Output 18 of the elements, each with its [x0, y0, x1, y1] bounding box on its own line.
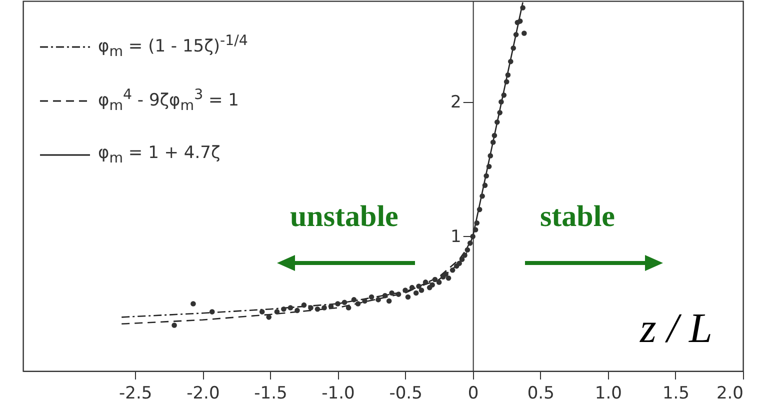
legend-label: φ$_{m}$$^{4}$ - 9ζφ$_{m}$$^{3}$ = 1: [98, 87, 239, 115]
x-tick-label: -2.0: [186, 384, 220, 404]
x-tick-label: 0: [468, 384, 479, 404]
legend-label: φ$_{m}$ = (1 - 15ζ)$^{-1/4}$: [98, 33, 248, 61]
x-tick-label: -0.5: [389, 384, 422, 404]
x-axis-title: z / L: [640, 305, 712, 353]
y-tick-label: 1: [450, 226, 462, 247]
x-tick-label: -2.5: [119, 384, 152, 404]
x-tick-label: 0.5: [527, 384, 554, 404]
x-tick-label: -1.0: [322, 384, 355, 404]
x-tick-label: 2.0: [716, 384, 744, 404]
x-tick-label: 1.0: [594, 384, 622, 404]
annotation: stable: [540, 200, 615, 234]
x-tick-label: 1.5: [662, 384, 690, 404]
x-tick-label: -1.5: [254, 384, 288, 404]
legend-label: φ$_{m}$ = 1 + 4.7ζ: [98, 143, 220, 167]
annotation: unstable: [290, 200, 398, 234]
y-tick-label: 2: [450, 92, 462, 112]
